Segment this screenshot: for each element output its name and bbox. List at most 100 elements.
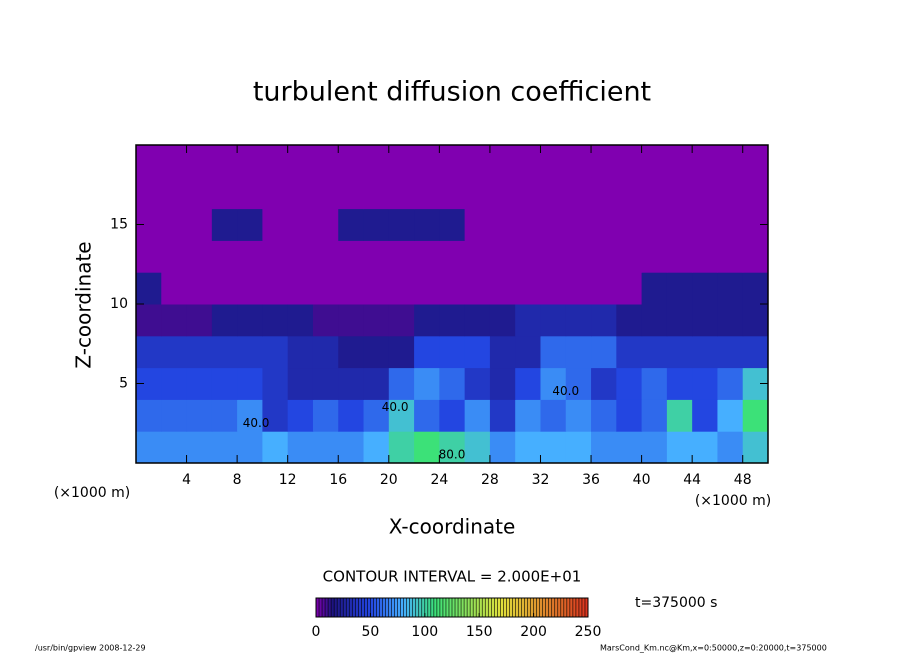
cell xyxy=(338,208,365,241)
cell xyxy=(262,208,289,241)
colorbar-stripe xyxy=(406,598,410,617)
colorbar-stripe xyxy=(445,598,450,617)
colorbar-stripe xyxy=(382,598,386,617)
x-tick-label: 16 xyxy=(329,472,347,488)
cell xyxy=(363,399,390,432)
cell xyxy=(666,208,693,241)
cell xyxy=(439,208,466,241)
colorbar-stripe xyxy=(479,598,483,617)
cell xyxy=(136,335,162,369)
cell xyxy=(211,176,238,210)
cell xyxy=(616,208,643,241)
colorbar-stripe xyxy=(316,598,320,617)
colorbar-stripe xyxy=(376,598,380,617)
cell xyxy=(414,431,440,464)
cell xyxy=(414,367,440,400)
cell xyxy=(262,431,289,464)
cell xyxy=(363,335,390,369)
cell xyxy=(692,272,718,305)
cell xyxy=(565,145,592,178)
colorbar-stripe xyxy=(452,598,456,617)
cell xyxy=(515,304,541,337)
cell xyxy=(414,145,440,178)
y-tick-label: 15 xyxy=(110,217,128,233)
cell xyxy=(540,208,567,241)
cell xyxy=(388,399,415,432)
cell xyxy=(363,431,390,464)
colorbar-stripe xyxy=(385,598,389,617)
cell xyxy=(616,399,643,432)
cell xyxy=(439,145,466,178)
cell xyxy=(616,367,643,400)
y-tick-label: 10 xyxy=(110,296,128,312)
colorbar-tick-label: 100 xyxy=(411,624,438,640)
cell xyxy=(262,304,289,337)
colorbar-stripe xyxy=(430,598,435,617)
colorbar-stripe xyxy=(560,598,565,617)
cell xyxy=(489,240,516,273)
colorbar-stripe xyxy=(461,598,465,617)
colorbar-stripe xyxy=(397,598,401,617)
cell xyxy=(388,304,415,337)
colorbar-stripe xyxy=(346,598,350,617)
colorbar-stripe xyxy=(418,598,423,617)
contour-label: 40.0 xyxy=(243,416,270,430)
cell xyxy=(388,208,415,241)
cell xyxy=(161,367,188,400)
cell xyxy=(237,240,263,273)
cell xyxy=(464,272,491,305)
colorbar-stripe xyxy=(319,598,323,617)
cell xyxy=(717,335,744,369)
cell xyxy=(363,367,390,400)
cell xyxy=(692,240,718,273)
x-tick-label: 12 xyxy=(279,472,297,488)
cell xyxy=(489,335,516,369)
x-tick-label: 48 xyxy=(734,472,752,488)
cell xyxy=(666,431,693,464)
cell xyxy=(666,367,693,400)
cell xyxy=(439,399,466,432)
cell xyxy=(287,367,314,400)
colorbar-tick-label: 200 xyxy=(520,624,547,640)
colorbar-stripe xyxy=(379,598,383,617)
cell xyxy=(666,145,693,178)
colorbar-stripe xyxy=(548,598,553,617)
cell xyxy=(616,176,643,210)
contour-label: 80.0 xyxy=(439,448,466,462)
colorbar-stripe xyxy=(467,598,471,617)
cell xyxy=(540,304,567,337)
cell xyxy=(363,304,390,337)
cell xyxy=(616,240,643,273)
cell xyxy=(742,272,769,305)
colorbar-stripe xyxy=(524,598,528,617)
cell xyxy=(338,145,365,178)
colorbar-stripe xyxy=(566,598,571,617)
cell xyxy=(616,431,643,464)
colorbar-stripe xyxy=(337,598,341,617)
colorbar-stripe xyxy=(545,598,550,617)
cell xyxy=(186,208,213,241)
colorbar-stripe xyxy=(364,598,368,617)
cell xyxy=(237,335,263,369)
colorbar-stripe xyxy=(509,598,513,617)
cell xyxy=(211,145,238,178)
cell xyxy=(388,272,415,305)
cell xyxy=(439,304,466,337)
cell xyxy=(262,335,289,369)
colorbar-stripe xyxy=(455,598,459,617)
cell xyxy=(464,367,491,400)
cell xyxy=(262,399,289,432)
colorbar-stripe xyxy=(415,598,420,617)
colorbar-stripe xyxy=(470,598,474,617)
colorbar-stripe xyxy=(439,598,444,617)
cell xyxy=(742,399,769,432)
cell xyxy=(287,208,314,241)
cell xyxy=(540,240,567,273)
cell xyxy=(414,176,440,210)
cell xyxy=(666,240,693,273)
cell xyxy=(641,176,668,210)
colorbar-stripe xyxy=(563,598,568,617)
cell xyxy=(641,208,668,241)
cell xyxy=(717,145,744,178)
cell xyxy=(616,304,643,337)
